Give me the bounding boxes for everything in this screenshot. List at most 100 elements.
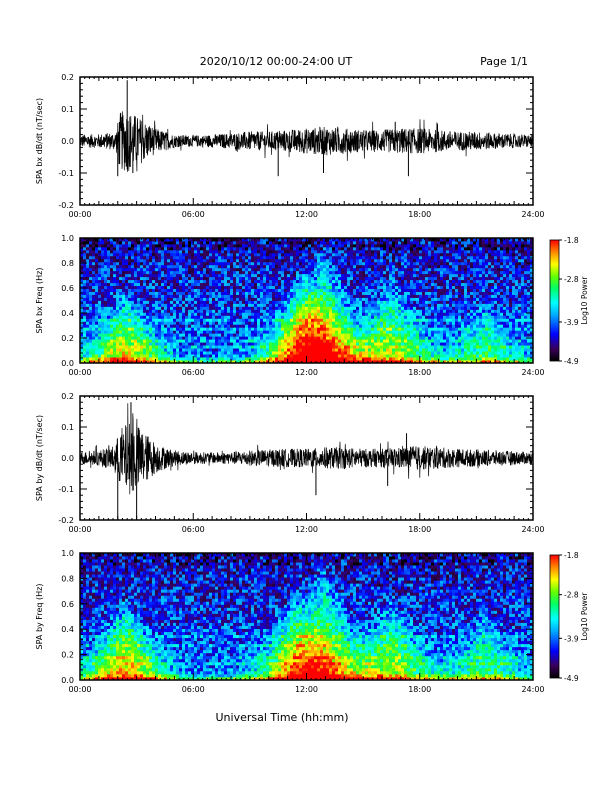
spectrogram-cell	[281, 321, 285, 325]
spectrogram-cell	[146, 354, 150, 358]
spectrogram-cell	[362, 342, 366, 346]
spectrogram-cell	[173, 333, 177, 337]
spectrogram-cell	[155, 270, 159, 275]
spectrogram-cell	[398, 312, 402, 316]
spectrogram-cell	[230, 318, 234, 322]
spectrogram-cell	[320, 270, 324, 275]
spectrogram-cell	[191, 300, 195, 304]
spectrogram-cell	[302, 297, 306, 301]
spectrogram-cell	[152, 330, 156, 334]
spectrogram-cell	[206, 357, 210, 361]
spectrogram-cell	[236, 243, 240, 248]
spectrogram-cell	[152, 288, 156, 292]
spectrogram-cell	[125, 321, 129, 325]
spectrogram-cell	[116, 288, 120, 292]
x-tick-label: 06:00	[182, 210, 205, 219]
spectrogram-cell	[128, 300, 132, 304]
spectrogram-cell	[383, 279, 387, 284]
spectrogram-cell	[83, 243, 87, 248]
spectrogram-cell	[188, 315, 192, 319]
spectrogram-cell	[155, 264, 159, 269]
spectrogram-cell	[314, 312, 318, 316]
spectrogram-cell	[404, 285, 408, 289]
spectrogram-cell	[284, 261, 288, 266]
spectrogram-cell	[395, 324, 399, 328]
spectrogram-cell	[332, 261, 336, 266]
spectrogram-cell	[248, 276, 252, 281]
spectrogram-cell	[350, 300, 354, 304]
spectrogram-cell	[308, 261, 312, 266]
spectrogram-cell	[245, 327, 249, 331]
spectrogram-cell	[116, 309, 120, 313]
spectrogram-cell	[152, 246, 156, 251]
spectrogram-cell	[344, 324, 348, 328]
spectrogram-cell	[275, 348, 279, 352]
spectrogram-cell	[299, 330, 303, 334]
spectrogram-cell	[305, 273, 309, 278]
spectrogram-cell	[272, 267, 276, 272]
spectrogram-cell	[161, 258, 165, 263]
spectrogram-cell	[194, 348, 198, 352]
spectrogram-cell	[356, 249, 360, 254]
spectrogram-cell	[413, 255, 417, 260]
spectrogram-cell	[107, 276, 111, 281]
spectrogram-cell	[335, 345, 339, 349]
spectrogram-cell	[281, 246, 285, 251]
spectrogram-cell	[170, 357, 174, 361]
spectrogram-cell	[80, 357, 84, 361]
spectrogram-cell	[329, 261, 333, 266]
spectrogram-cell	[191, 288, 195, 292]
spectrogram-cell	[179, 327, 183, 331]
spectrogram-cell	[302, 273, 306, 278]
spectrogram-cell	[101, 339, 105, 343]
spectrogram-cell	[203, 252, 207, 257]
spectrogram-cell	[104, 282, 108, 287]
spectrogram-cell	[266, 351, 270, 355]
spectrogram-cell	[278, 267, 282, 272]
spectrogram-cell	[179, 267, 183, 272]
spectrogram-cell	[332, 309, 336, 313]
spectrogram-cell	[308, 300, 312, 304]
spectrogram-cell	[137, 240, 141, 245]
spectrogram-cell	[101, 348, 105, 352]
spectrogram-cell	[320, 285, 324, 289]
spectrogram-cell	[263, 324, 267, 328]
spectrogram-cell	[242, 348, 246, 352]
spectrogram-cell	[170, 243, 174, 248]
spectrogram-cell	[206, 309, 210, 313]
spectrogram-cell	[113, 261, 117, 266]
spectrogram-cell	[293, 288, 297, 292]
spectrogram-cell	[185, 255, 189, 260]
spectrogram-cell	[233, 339, 237, 343]
spectrogram-cell	[344, 318, 348, 322]
spectrogram-cell	[110, 282, 114, 287]
spectrogram-cell	[191, 330, 195, 334]
spectrogram-cell	[299, 246, 303, 251]
spectrogram-cell	[119, 357, 123, 361]
spectrogram-cell	[197, 348, 201, 352]
spectrogram-cell	[329, 336, 333, 340]
spectrogram-cell	[227, 339, 231, 343]
spectrogram-cell	[122, 321, 126, 325]
spectrogram-cell	[227, 360, 231, 364]
spectrogram-cell	[275, 243, 279, 248]
spectrogram-cell	[371, 249, 375, 254]
spectrogram-cell	[404, 273, 408, 278]
spectrogram-cell	[83, 264, 87, 269]
spectrogram-cell	[290, 285, 294, 289]
spectrogram-cell	[167, 306, 171, 310]
spectrogram-cell	[326, 267, 330, 272]
spectrogram-cell	[164, 336, 168, 340]
spectrogram-cell	[407, 309, 411, 313]
spectrogram-cell	[296, 270, 300, 275]
spectrogram-cell	[107, 303, 111, 307]
spectrogram-cell	[182, 279, 186, 284]
spectrogram-cell	[251, 243, 255, 248]
spectrogram-cell	[335, 342, 339, 346]
spectrogram-cell	[173, 252, 177, 257]
spectrogram-cell	[86, 238, 90, 242]
spectrogram-cell	[371, 327, 375, 331]
spectrogram-cell	[146, 321, 150, 325]
spectrogram-cell	[305, 261, 309, 266]
spectrogram-cell	[287, 279, 291, 284]
